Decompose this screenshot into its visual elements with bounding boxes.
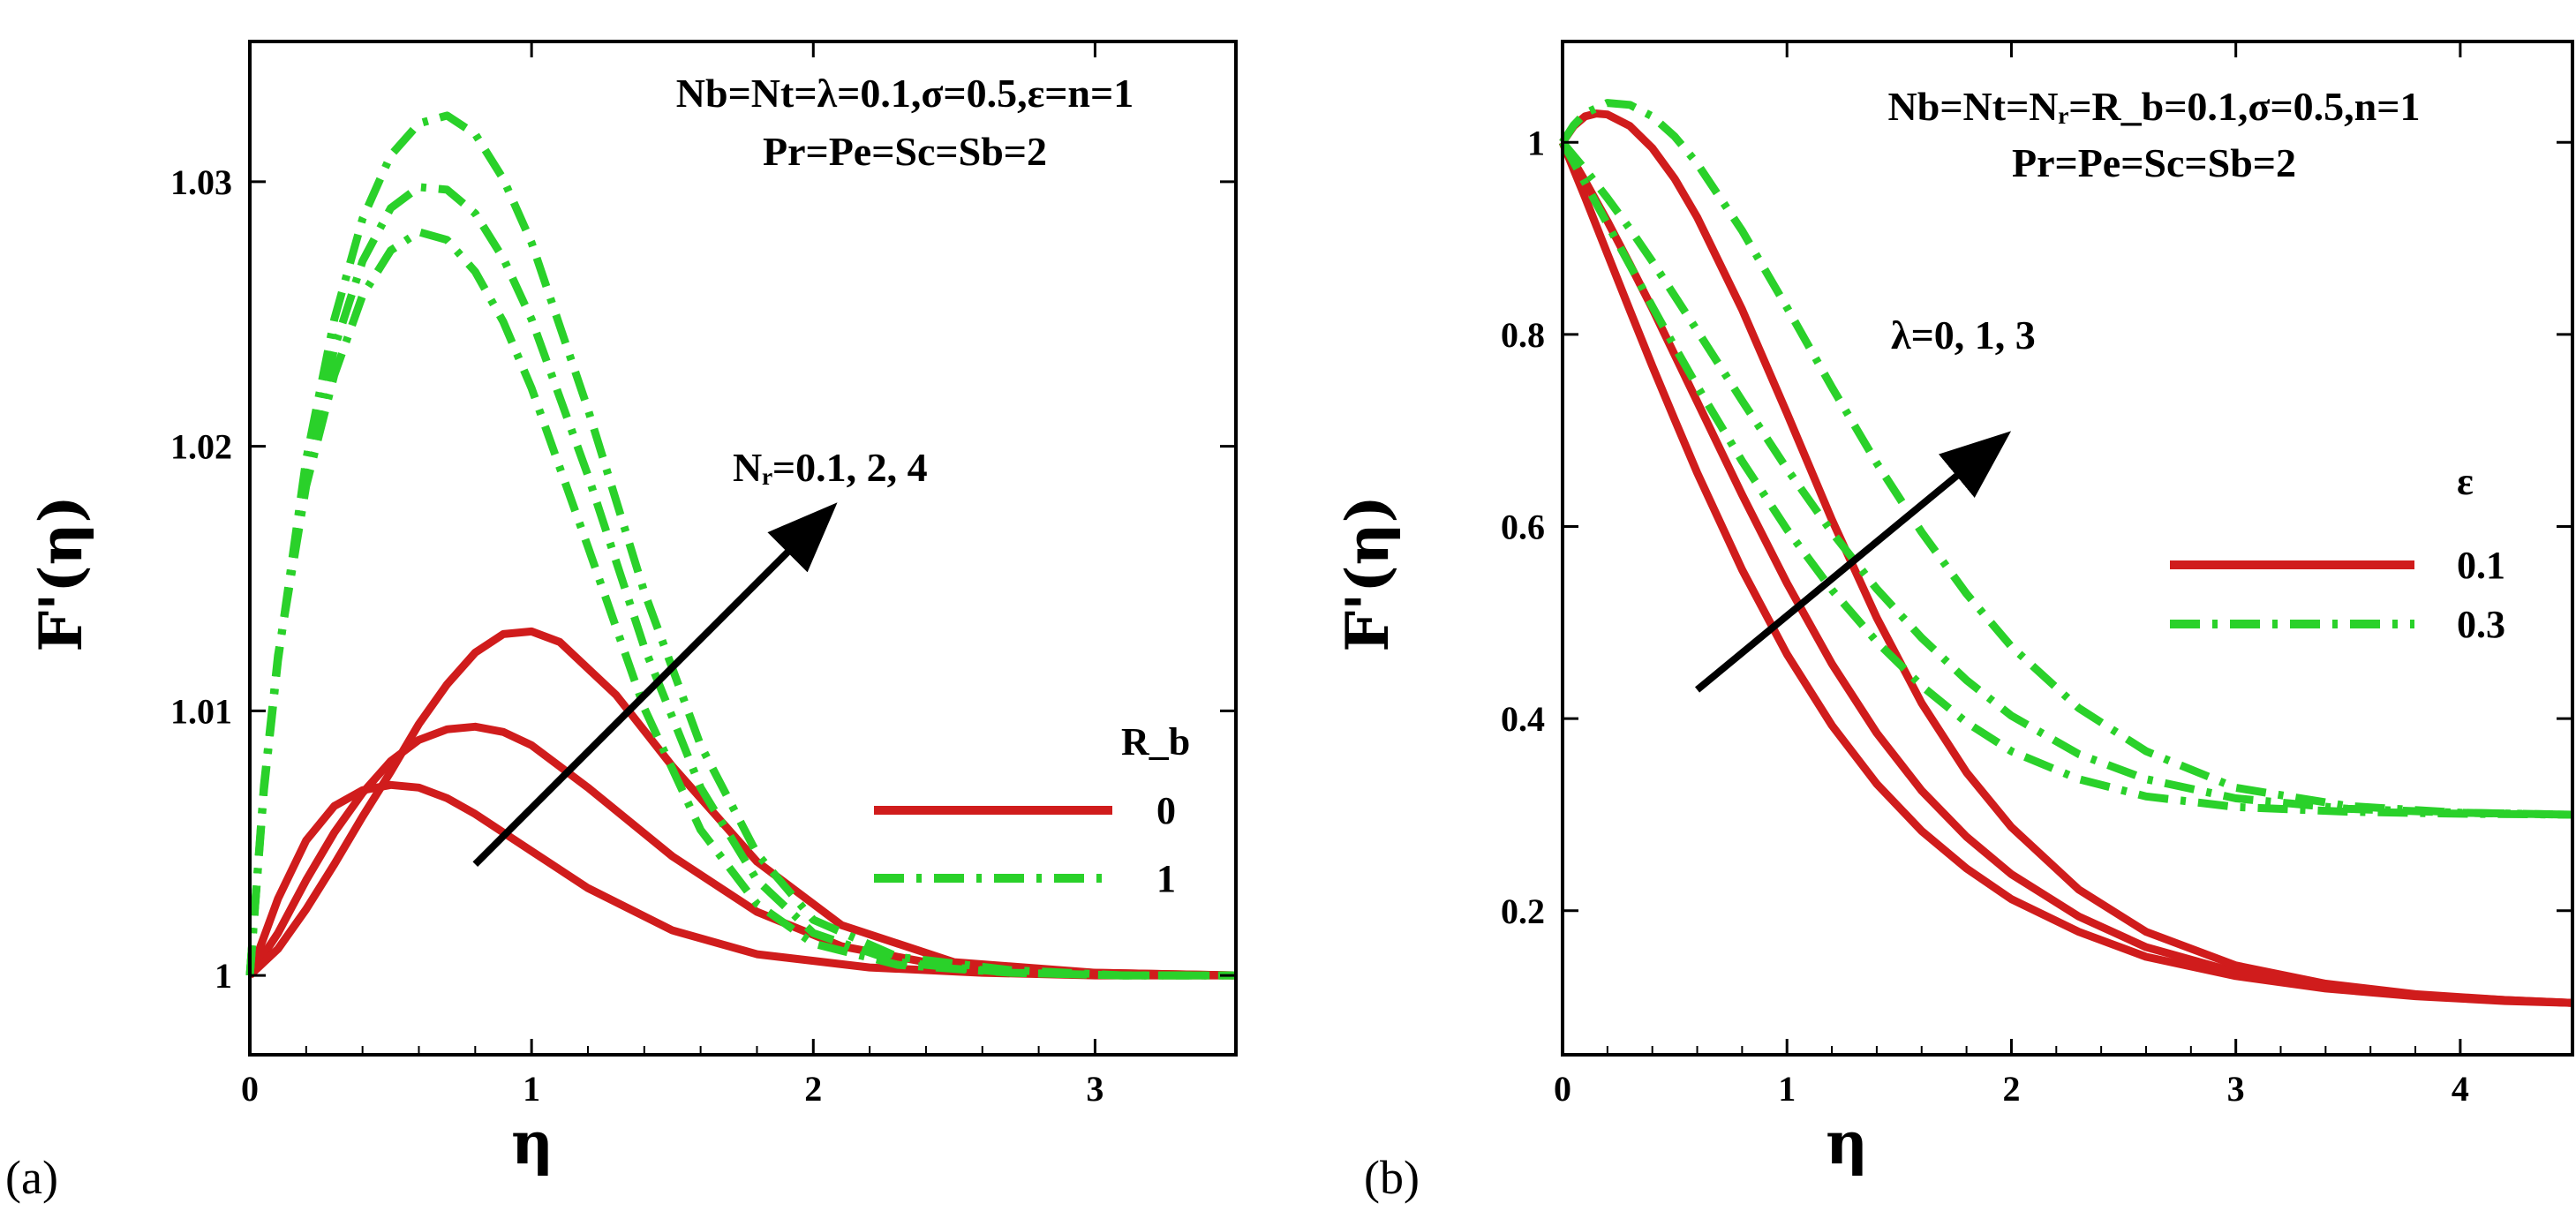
legend-title-a: R_b [1121,720,1190,763]
y-tick-label-a-2: 1.02 [170,427,232,467]
y-tick-label-b-0: 0.2 [1501,891,1545,931]
legend-label-a-0: 0 [1156,789,1176,832]
x-axis-title-b: η [1826,1109,1868,1177]
y-tick-label-b-3: 0.8 [1501,315,1545,355]
plot-frame-b [1561,40,2574,1057]
x-tick-label-a-0: 0 [241,1069,259,1109]
trend-arrow-b [1694,431,2012,693]
x-tick-label-b-3: 3 [2227,1069,2245,1109]
legend-title-b: ε [2457,460,2474,503]
series-line-a-0 [245,780,1236,980]
x-tick-label-a-2: 2 [804,1069,822,1109]
panel-label-a: (a) [5,1151,58,1204]
annotation-line2-b: Pr=Pe=Sc=Sb=2 [2012,140,2296,185]
series-layer-b [1558,99,2573,1007]
series-line-a-5 [245,111,1236,980]
legend-label-a-1: 1 [1156,857,1176,900]
y-axis-title-a: F'(η) [26,495,95,652]
y-axis-title-b: F'(η) [1333,495,1402,652]
x-tick-label-b-1: 1 [1778,1069,1796,1109]
series-line-a-3 [245,228,1236,980]
y-tick-label-b-4: 1 [1527,123,1545,162]
arrow-line-a [472,502,838,868]
x-axis-title-a: η [511,1109,554,1177]
x-tick-label-b-0: 0 [1554,1069,1571,1109]
arrow-label-a: Nᵣ=0.1, 2, 4 [733,445,928,490]
legend-label-b-1: 0.3 [2457,603,2505,646]
arrow-label-b: λ=0, 1, 3 [1891,312,2036,357]
annotation-line1-b: Nb=Nt=Nᵣ=R_b=0.1,σ=0.5,n=1 [1888,84,2421,129]
series-line-b-3 [1559,140,2573,819]
legend-a: 01 [874,789,1176,900]
panel-b: 0 1 2 3 4 0.2 0.4 0.6 0.8 1 η F'(η) (b) Nb=Nt=Nᵣ=… [1333,40,2574,1204]
annotation-line2-a: Pr=Pe=Sc=Sb=2 [763,129,1047,174]
y-tick-label-b-2: 0.6 [1501,508,1545,547]
plot-frame-a [248,40,1238,1057]
series-line-b-2 [1559,109,2573,1007]
series-line-b-5 [1559,99,2573,819]
panel-a: 0 1 2 311.011.021.03 η F'(η) (a) Nb=Nt=λ=0.… [5,40,1238,1204]
x-tick-label-a-3: 3 [1086,1069,1103,1109]
series-line-a-4 [245,183,1236,980]
y-tick-label-b-1: 0.4 [1501,699,1545,739]
series-line-b-4 [1559,139,2573,819]
x-tick-label-b-4: 4 [2452,1069,2469,1109]
y-tick-label-a-0: 1 [215,956,232,996]
series-line-a-1 [246,722,1237,980]
ticks-layer-b: 0 1 2 3 4 0.2 0.4 0.6 0.8 1 [1501,41,2572,1109]
series-line-a-2 [246,627,1237,980]
panel-label-b: (b) [1364,1151,1420,1204]
arrow-line-b [1694,431,2012,693]
series-layer-a [245,111,1237,980]
legend-b: 0.10.3 [2170,544,2505,646]
x-tick-label-a-1: 1 [523,1069,540,1109]
legend-label-b-0: 0.1 [2457,544,2505,587]
y-tick-label-a-3: 1.03 [170,162,232,202]
annotation-line1-a: Nb=Nt=λ=0.1,σ=0.5,ε=n=1 [676,71,1134,116]
ticks-layer-a: 0 1 2 311.011.021.03 [170,41,1236,1109]
x-tick-label-b-2: 2 [2002,1069,2020,1109]
y-tick-label-a-1: 1.01 [170,691,232,731]
trend-arrow-a [472,502,838,868]
